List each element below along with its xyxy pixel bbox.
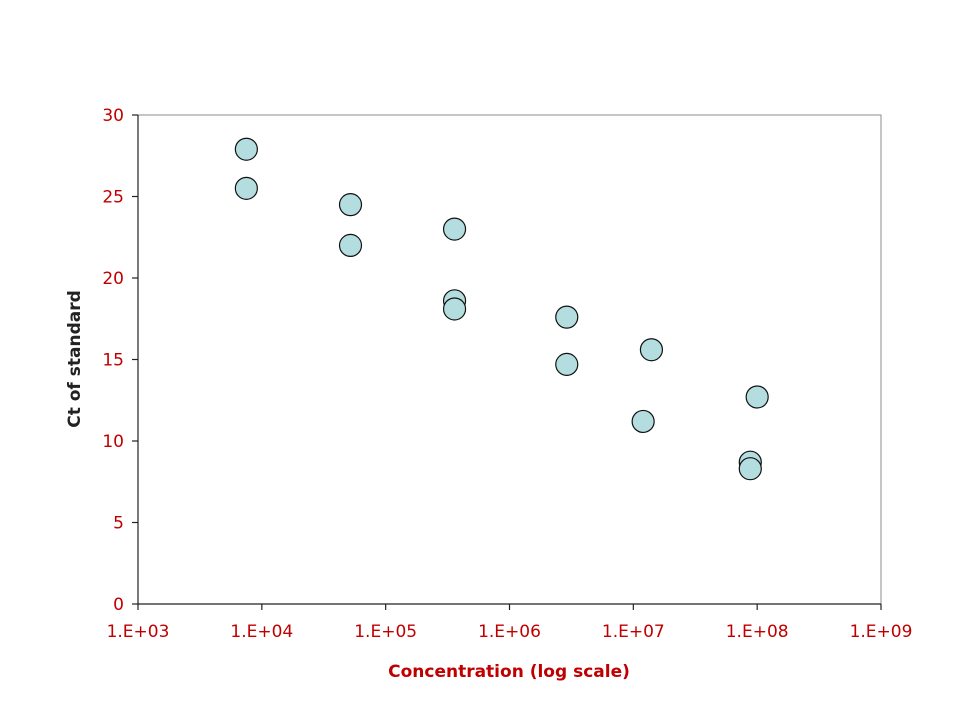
x-tick-label: 1.E+05 — [354, 622, 417, 642]
y-tick-label: 5 — [113, 514, 124, 534]
x-tick-label: 1.E+03 — [107, 622, 170, 642]
x-tick-label: 1.E+06 — [478, 622, 541, 642]
x-axis-label: Concentration (log scale) — [388, 662, 630, 682]
data-point — [442, 297, 467, 321]
x-tick-label: 1.E+08 — [726, 622, 789, 642]
x-tick-label: 1.E+07 — [602, 622, 665, 642]
y-axis-label: Ct of standard — [65, 290, 85, 428]
data-point — [338, 193, 363, 217]
y-tick-label: 20 — [102, 269, 124, 289]
y-tick-label: 10 — [102, 432, 124, 452]
x-axis-ticks: 1.E+03 1.E+04 1.E+05 1.E+06 1.E+07 1.E+08 1.E+… — [107, 604, 913, 642]
y-axis-ticks: 0 5 10 15 20 25 30 — [102, 106, 138, 615]
data-point — [338, 233, 363, 257]
x-tick-label: 1.E+09 — [850, 622, 913, 642]
data-points — [234, 137, 769, 481]
data-point — [738, 457, 762, 481]
y-tick-label: 0 — [113, 595, 124, 615]
x-tick-label: 1.E+04 — [230, 622, 293, 642]
y-tick-label: 30 — [102, 106, 124, 126]
data-point — [555, 352, 579, 376]
data-point — [639, 338, 664, 362]
data-point — [234, 137, 258, 161]
data-point — [555, 305, 579, 329]
data-point — [631, 409, 655, 434]
data-point — [745, 385, 769, 409]
plot-area — [137, 114, 882, 605]
y-tick-label: 25 — [102, 188, 124, 208]
data-point — [234, 176, 258, 200]
y-tick-label: 15 — [102, 351, 124, 371]
data-point — [442, 217, 467, 241]
